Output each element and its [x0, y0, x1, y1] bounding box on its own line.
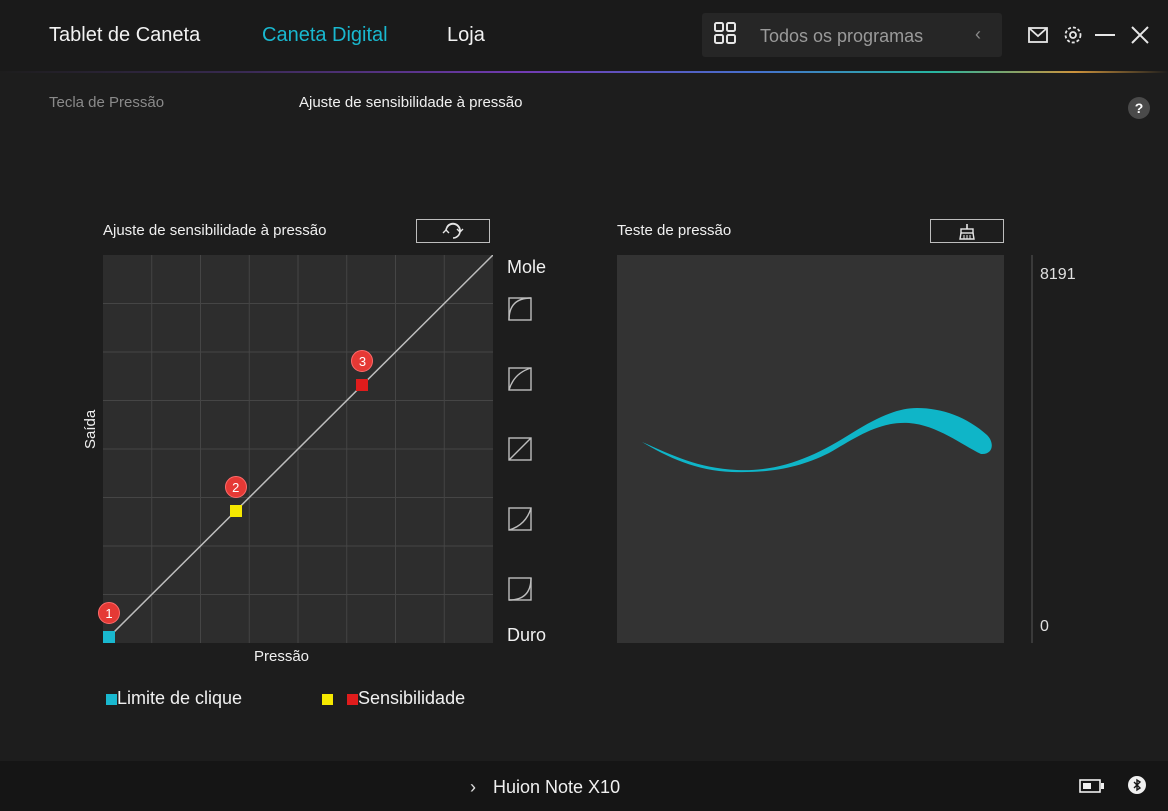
help-icon[interactable]: ? — [1128, 97, 1150, 119]
point-number-badge: 2 — [224, 475, 247, 498]
x-axis-label: Pressão — [254, 648, 310, 665]
pressure-curve-graph[interactable] — [103, 255, 493, 643]
point-number-badge: 1 — [98, 602, 120, 624]
subtab-pressure-sensitivity[interactable]: Ajuste de sensibilidade à pressão — [299, 94, 523, 111]
broom-icon — [959, 224, 975, 240]
pressure-scale-bar — [1031, 255, 1033, 643]
test-panel-title: Teste de pressão — [617, 222, 732, 239]
chevron-left-icon[interactable]: ‹ — [975, 24, 981, 44]
subtab-pressure-key[interactable]: Tecla de Pressão — [49, 94, 165, 111]
mail-icon[interactable] — [1028, 27, 1048, 48]
apps-grid-icon[interactable] — [714, 22, 736, 49]
legend-swatch-yellow — [322, 693, 333, 705]
curve-panel-title: Ajuste de sensibilidade à pressão — [103, 222, 327, 239]
top-bar-divider — [0, 71, 1168, 73]
chevron-right-icon[interactable]: › — [470, 777, 476, 797]
program-selector[interactable] — [702, 13, 1002, 57]
tab-pen-tablet[interactable]: Tablet de Caneta — [49, 24, 201, 46]
bluetooth-icon — [1128, 776, 1146, 794]
clear-button[interactable] — [930, 219, 1004, 243]
bottom-bar — [0, 761, 1168, 811]
minimize-icon[interactable] — [1095, 34, 1115, 36]
soft-label: Mole — [507, 257, 547, 277]
preset-softest-button[interactable] — [508, 297, 532, 321]
point-number-badge: 3 — [351, 349, 374, 372]
preset-hardest-button[interactable] — [508, 577, 532, 601]
pressure-max-value: 8191 — [1040, 266, 1076, 283]
device-name[interactable]: Huion Note X10 — [493, 777, 621, 797]
y-axis-label: Saída — [82, 409, 99, 449]
pressure-min-value: 0 — [1040, 618, 1049, 635]
legend-swatch-cyan — [106, 693, 117, 705]
pressure-curve-line — [108, 255, 493, 638]
tab-store[interactable]: Loja — [447, 24, 485, 46]
preset-linear-button[interactable] — [508, 437, 532, 461]
tab-digital-pen[interactable]: Caneta Digital — [262, 24, 388, 46]
legend-sensitivity-label: Sensibilidade — [358, 688, 466, 708]
legend-sensitivity: Sensibilidade — [322, 688, 465, 709]
close-icon[interactable] — [1130, 25, 1150, 50]
gear-icon[interactable] — [1063, 25, 1083, 50]
pressure-test-canvas[interactable] — [617, 255, 1004, 643]
curve-control-point[interactable] — [103, 631, 115, 643]
curve-control-point[interactable] — [229, 504, 242, 517]
legend-click-limit: Limite de clique — [106, 688, 242, 709]
preset-soft-button[interactable] — [508, 367, 532, 391]
curve-control-point[interactable] — [356, 378, 369, 391]
legend-swatch-red — [347, 693, 359, 705]
legend-click-limit-label: Limite de clique — [117, 688, 243, 708]
pen-stroke — [642, 408, 992, 473]
reset-button[interactable] — [416, 219, 490, 243]
preset-hard-button[interactable] — [508, 507, 532, 531]
hard-label: Duro — [507, 625, 547, 645]
program-selector-label: Todos os programas — [760, 26, 924, 46]
refresh-icon — [442, 222, 464, 239]
battery-icon — [1079, 779, 1105, 798]
